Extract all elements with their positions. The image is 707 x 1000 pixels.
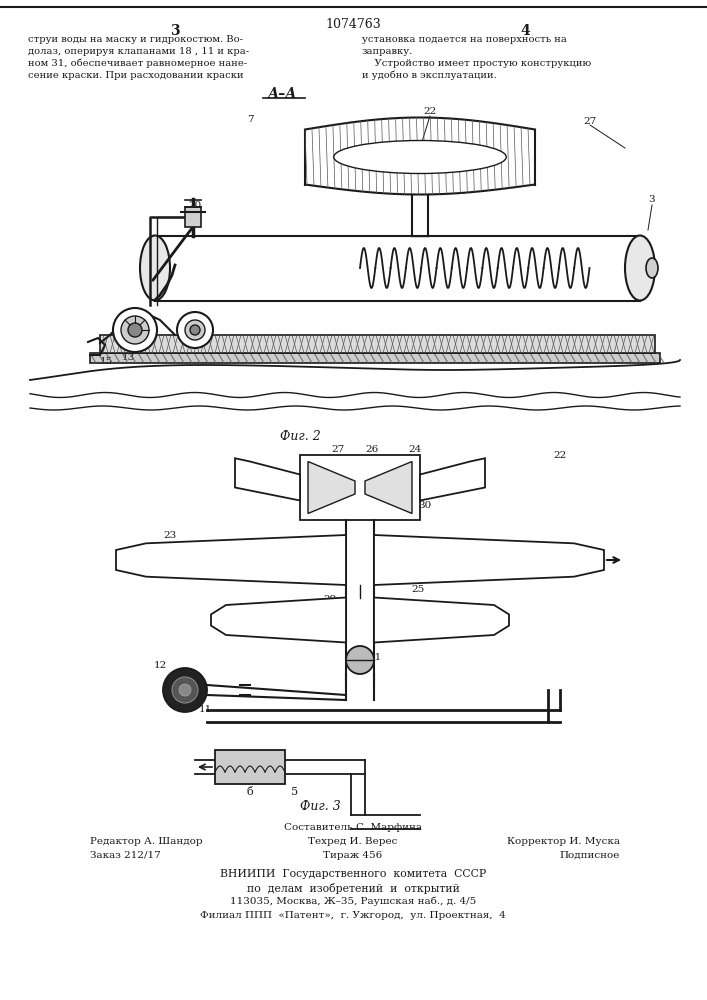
Text: Подписное: Подписное [560,851,620,860]
Text: долаз, оперируя клапанами 18 , 11 и кра-: долаз, оперируя клапанами 18 , 11 и кра- [28,47,249,56]
Polygon shape [420,458,485,500]
Text: б: б [247,787,253,797]
Text: 17: 17 [158,290,172,300]
Text: 3: 3 [170,24,180,38]
Text: 1074763: 1074763 [325,18,381,31]
Text: 27: 27 [583,117,597,126]
Text: А–А: А–А [268,87,298,101]
Text: 19: 19 [188,216,201,225]
Text: заправку.: заправку. [362,47,414,56]
Text: Заказ 212/17: Заказ 212/17 [90,851,160,860]
Circle shape [190,325,200,335]
Text: ВНИИПИ  Государственного  комитета  СССР: ВНИИПИ Государственного комитета СССР [220,869,486,879]
Polygon shape [374,535,604,585]
Text: б: б [648,255,654,264]
Text: струи воды на маску и гидрокостюм. Во-: струи воды на маску и гидрокостюм. Во- [28,35,243,44]
Text: 4: 4 [520,24,530,38]
Circle shape [163,668,207,712]
Text: 27: 27 [332,446,344,454]
Bar [90,353,660,363]
Circle shape [113,308,157,352]
Text: 31: 31 [368,654,382,662]
Polygon shape [374,597,509,643]
Text: Составитель С. Марфина: Составитель С. Марфина [284,823,422,832]
Text: Устройство имеет простую конструкцию: Устройство имеет простую конструкцию [362,59,591,68]
Ellipse shape [334,140,506,174]
Text: 7: 7 [247,115,253,124]
Circle shape [185,320,205,340]
Text: 113035, Москва, Ж–35, Раушская наб., д. 4/5: 113035, Москва, Ж–35, Раушская наб., д. … [230,897,476,906]
Text: 3: 3 [649,196,655,205]
Text: 28: 28 [385,510,399,520]
Text: 25: 25 [411,585,425,594]
Text: по  делам  изобретений  и  открытий: по делам изобретений и открытий [247,883,460,894]
Text: 26: 26 [366,446,379,454]
Polygon shape [365,462,412,514]
Text: сение краски. При расходовании краски: сение краски. При расходовании краски [28,71,244,80]
Bar [300,455,420,520]
Text: 18: 18 [183,235,197,244]
Bar [100,335,655,353]
Circle shape [177,312,213,348]
Text: 23: 23 [163,530,177,540]
Bar [215,750,285,784]
Text: 20: 20 [188,200,201,210]
Circle shape [128,323,142,337]
Text: Филиал ППП  «Патент»,  г. Ужгород,  ул. Проектная,  4: Филиал ППП «Патент», г. Ужгород, ул. Про… [200,911,506,920]
Ellipse shape [646,258,658,278]
Text: 11: 11 [199,706,211,714]
Circle shape [179,684,191,696]
Text: ном 31, обеспечивает равномерное нане-: ном 31, обеспечивает равномерное нане- [28,59,247,68]
Text: 2: 2 [472,340,479,350]
Polygon shape [116,535,346,585]
Text: 5: 5 [291,787,298,797]
Text: 12: 12 [153,660,167,670]
Bar [155,235,640,300]
Text: 14: 14 [101,336,115,344]
Text: установка подается на поверхность на: установка подается на поверхность на [362,35,567,44]
Text: 15: 15 [100,358,112,366]
Text: 22: 22 [423,107,437,116]
Text: 4: 4 [162,346,168,355]
Text: Техред И. Верес: Техред И. Верес [308,837,397,846]
Polygon shape [211,597,346,643]
Text: 21: 21 [284,490,297,499]
Text: 13: 13 [122,354,134,362]
Text: 1: 1 [237,340,243,350]
Circle shape [121,316,149,344]
Text: 29: 29 [323,595,337,604]
Text: Фиг. 2: Фиг. 2 [280,430,320,443]
Text: 16: 16 [135,310,148,320]
Polygon shape [308,462,355,514]
Text: 5: 5 [346,340,354,350]
Text: Фиг. 3: Фиг. 3 [300,800,340,813]
Bar [185,207,201,227]
Text: 24: 24 [409,446,421,454]
Circle shape [346,646,374,674]
Polygon shape [235,458,300,500]
Text: Корректор И. Муска: Корректор И. Муска [507,837,620,846]
Ellipse shape [625,235,655,300]
Text: Тираж 456: Тираж 456 [323,851,382,860]
Ellipse shape [140,235,170,300]
Text: Редактор А. Шандор: Редактор А. Шандор [90,837,203,846]
Circle shape [172,677,198,703]
Text: и удобно в эксплуатации.: и удобно в эксплуатации. [362,71,497,81]
Text: 30: 30 [419,500,432,510]
Text: 22: 22 [554,450,566,460]
